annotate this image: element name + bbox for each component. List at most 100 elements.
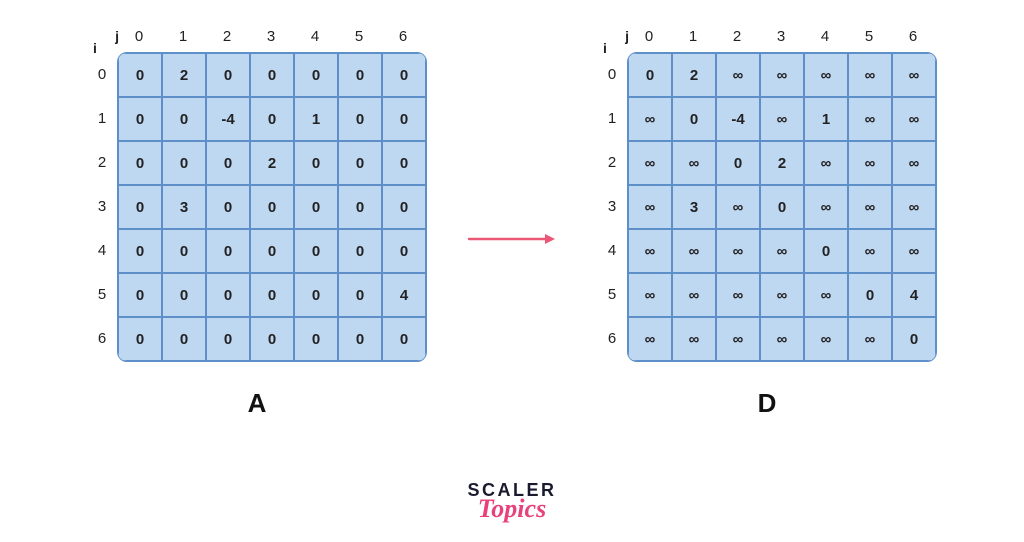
arrow: [467, 199, 557, 249]
matrix-cell: ∞: [760, 273, 804, 317]
matrix-cell: ∞: [848, 53, 892, 97]
row-header: 0: [597, 52, 627, 96]
matrix-cell: 0: [206, 273, 250, 317]
logo-line2: Topics: [467, 497, 556, 520]
matrix-cell: 0: [118, 317, 162, 361]
row-axis-label: i: [603, 40, 607, 56]
matrix-cell: ∞: [716, 229, 760, 273]
matrix-cell: ∞: [628, 273, 672, 317]
matrix-cell: 2: [250, 141, 294, 185]
row-header: 2: [87, 140, 117, 184]
matrix-cell: 0: [628, 53, 672, 97]
matrix-cell: ∞: [628, 317, 672, 361]
matrix-a-grid: 020000000-401000002000030000000000000000…: [117, 52, 427, 362]
matrix-cell: 3: [162, 185, 206, 229]
matrix-cell: 0: [382, 97, 426, 141]
row-header: 2: [597, 140, 627, 184]
matrix-cell: 0: [206, 141, 250, 185]
matrix-cell: 0: [162, 141, 206, 185]
col-header: 0: [117, 28, 161, 52]
matrix-cell: 0: [338, 229, 382, 273]
matrix-d-col-headers: j i 0123456: [597, 28, 937, 52]
matrix-cell: 0: [338, 185, 382, 229]
table-row: 0002000: [118, 141, 426, 185]
col-header: 4: [293, 28, 337, 52]
matrix-cell: ∞: [716, 273, 760, 317]
matrix-cell: 0: [294, 141, 338, 185]
matrix-cell: 0: [206, 185, 250, 229]
row-header-col: 0123456: [87, 52, 117, 362]
matrix-cell: 0: [206, 53, 250, 97]
matrix-cell: ∞: [848, 185, 892, 229]
matrix-cell: ∞: [892, 97, 936, 141]
matrix-cell: 3: [672, 185, 716, 229]
matrix-cell: 0: [338, 273, 382, 317]
matrix-cell: 0: [892, 317, 936, 361]
matrix-cell: 1: [294, 97, 338, 141]
col-header: 2: [715, 28, 759, 52]
matrix-cell: -4: [716, 97, 760, 141]
row-header-col: 0123456: [597, 52, 627, 362]
matrix-cell: ∞: [760, 229, 804, 273]
matrix-cell: ∞: [892, 185, 936, 229]
matrix-cell: ∞: [716, 185, 760, 229]
matrix-cell: ∞: [804, 185, 848, 229]
matrix-cell: 0: [118, 53, 162, 97]
matrix-cell: 1: [804, 97, 848, 141]
matrix-cell: ∞: [848, 141, 892, 185]
matrix-cell: 0: [294, 53, 338, 97]
col-header: 6: [381, 28, 425, 52]
table-row: ∞0-4∞1∞∞: [628, 97, 936, 141]
row-header: 0: [87, 52, 117, 96]
scaler-topics-logo: SCALER Topics: [467, 482, 556, 520]
col-header-row: 0123456: [627, 28, 935, 52]
table-row: ∞∞02∞∞∞: [628, 141, 936, 185]
table-row: 0300000: [118, 185, 426, 229]
col-header: 5: [337, 28, 381, 52]
matrix-cell: 0: [338, 317, 382, 361]
matrix-cell: ∞: [760, 53, 804, 97]
matrix-cell: 0: [118, 141, 162, 185]
table-row: ∞∞∞∞∞04: [628, 273, 936, 317]
col-header: 0: [627, 28, 671, 52]
matrix-cell: ∞: [804, 273, 848, 317]
table-row: ∞∞∞∞∞∞0: [628, 317, 936, 361]
col-header: 1: [161, 28, 205, 52]
matrix-cell: ∞: [628, 185, 672, 229]
row-header: 5: [87, 272, 117, 316]
col-header: 3: [249, 28, 293, 52]
matrix-cell: 0: [338, 141, 382, 185]
row-header: 3: [87, 184, 117, 228]
matrix-cell: 0: [672, 97, 716, 141]
matrix-cell: 0: [382, 317, 426, 361]
col-header-row: 0123456: [117, 28, 425, 52]
matrix-cell: 0: [250, 317, 294, 361]
row-header: 4: [597, 228, 627, 272]
matrix-cell: ∞: [848, 317, 892, 361]
matrix-cell: ∞: [804, 317, 848, 361]
table-row: 0000000: [118, 229, 426, 273]
arrow-icon: [467, 229, 557, 249]
matrix-cell: ∞: [804, 141, 848, 185]
matrix-cell: ∞: [672, 229, 716, 273]
matrix-cell: 0: [382, 229, 426, 273]
row-header: 6: [597, 316, 627, 360]
matrix-d-wrap: j i 0123456 0123456 02∞∞∞∞∞∞0-4∞1∞∞∞∞02∞…: [597, 28, 937, 362]
matrix-cell: 0: [338, 97, 382, 141]
matrix-cell: ∞: [716, 317, 760, 361]
matrix-a-col-headers: j i 0123456: [87, 28, 427, 52]
matrix-cell: 0: [206, 317, 250, 361]
table-row: 02∞∞∞∞∞: [628, 53, 936, 97]
matrix-cell: ∞: [848, 97, 892, 141]
table-row: 00-40100: [118, 97, 426, 141]
matrix-cell: 0: [294, 273, 338, 317]
matrix-cell: 0: [804, 229, 848, 273]
matrix-cell: 0: [250, 185, 294, 229]
table-row: ∞∞∞∞0∞∞: [628, 229, 936, 273]
matrix-cell: 0: [162, 229, 206, 273]
col-header: 5: [847, 28, 891, 52]
matrix-cell: 0: [716, 141, 760, 185]
col-header: 3: [759, 28, 803, 52]
matrix-d-block: j i 0123456 0123456 02∞∞∞∞∞∞0-4∞1∞∞∞∞02∞…: [597, 28, 937, 419]
matrix-cell: 0: [250, 53, 294, 97]
